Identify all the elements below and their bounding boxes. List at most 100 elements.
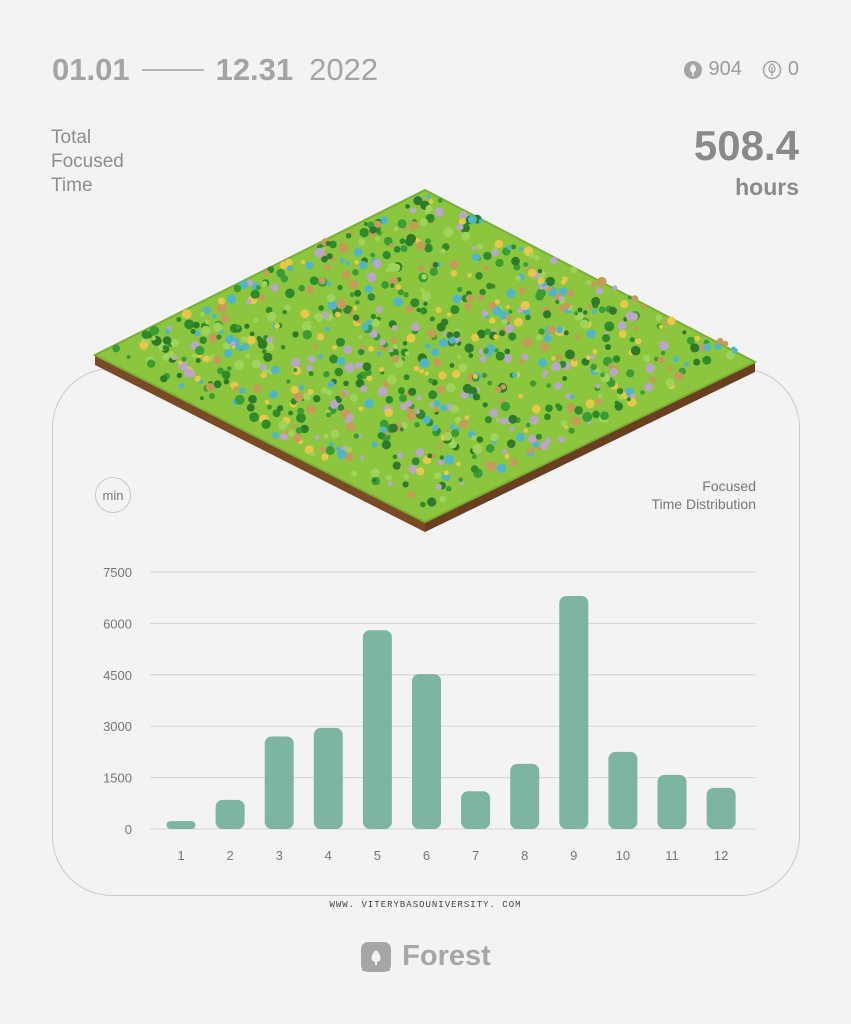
bar-month-10[interactable] xyxy=(608,751,638,829)
forest-tree-dot xyxy=(525,314,531,321)
forest-tree-dot xyxy=(399,394,407,403)
forest-tree-dot xyxy=(562,376,568,381)
forest-tree-dot xyxy=(317,354,323,360)
forest-tree-dot xyxy=(572,416,581,426)
forest-tree-dot xyxy=(292,367,298,373)
forest-tree-dot xyxy=(400,245,408,253)
date-range[interactable]: 01.01 12.31 2022 xyxy=(52,52,378,88)
y-tick-label: 1500 xyxy=(103,771,132,786)
forest-tree-dot xyxy=(420,307,428,315)
bar-month-11[interactable] xyxy=(657,774,687,829)
forest-tree-dot xyxy=(375,306,383,314)
forest-tree-dot xyxy=(608,306,617,315)
forest-tree-dot xyxy=(202,355,210,363)
x-tick-label: 3 xyxy=(276,848,283,863)
forest-tree-dot xyxy=(600,372,605,378)
bar-month-2[interactable] xyxy=(215,799,245,829)
forest-tree-dot xyxy=(481,309,489,317)
bar-month-9[interactable] xyxy=(559,595,589,829)
forest-tree-dot xyxy=(483,251,492,261)
forest-tree-dot xyxy=(457,354,462,359)
forest-tree-dot xyxy=(540,442,549,450)
forest-tree-dot xyxy=(282,309,288,315)
forest-tree-dot xyxy=(377,432,385,440)
forest-tree-dot xyxy=(585,355,591,360)
forest-tree-dot xyxy=(266,404,272,410)
forest-tree-dot xyxy=(587,304,593,309)
bar-month-7[interactable] xyxy=(461,791,491,829)
forest-tree-dot xyxy=(409,221,419,230)
bar-month-5[interactable] xyxy=(362,630,392,829)
forest-tree-dot xyxy=(325,241,331,246)
forest-tree-dot xyxy=(217,367,224,375)
forest-tree-dot xyxy=(235,324,241,330)
forest-tree-dot xyxy=(450,270,458,277)
bar-month-6[interactable] xyxy=(412,674,441,829)
forest-tree-dot xyxy=(617,321,627,331)
bar-month-1[interactable] xyxy=(166,821,196,829)
forest-tree-dot xyxy=(630,393,636,399)
forest-tree-dot xyxy=(402,341,408,346)
forest-tree-dot xyxy=(326,281,332,286)
forest-tree-dot xyxy=(317,333,325,341)
forest-tree-dot xyxy=(476,243,483,250)
forest-tree-dot xyxy=(393,246,401,253)
forest-tree-dot xyxy=(223,342,231,350)
unit-badge: min xyxy=(95,477,131,513)
bar-month-8[interactable] xyxy=(510,763,540,829)
forest-tree-dot xyxy=(252,383,262,393)
forest-tree-dot xyxy=(674,371,684,381)
forest-tree-dot xyxy=(337,284,343,291)
forest-tree-dot xyxy=(266,336,273,343)
forest-tree-dot xyxy=(182,309,192,319)
forest-tree-dot xyxy=(626,397,632,402)
forest-tree-dot xyxy=(162,336,172,345)
forest-tree-dot xyxy=(529,380,537,387)
forest-tree-dot xyxy=(334,367,344,377)
forest-tree-dot xyxy=(570,359,578,367)
forest-tree-dot xyxy=(579,319,589,329)
forest-tree-dot xyxy=(630,312,639,321)
forest-tree-dot xyxy=(393,296,403,307)
forest-tree-dot xyxy=(247,279,254,286)
year: 2022 xyxy=(309,52,379,87)
tree-counters: 904 0 xyxy=(663,58,799,81)
forest-tree-dot xyxy=(314,247,325,258)
bar-month-4[interactable] xyxy=(313,727,343,829)
forest-tree-dot xyxy=(421,273,428,280)
forest-tree-dot xyxy=(211,313,217,319)
forest-tree-dot xyxy=(224,349,233,358)
forest-tree-dot xyxy=(354,289,362,297)
forest-tree-dot xyxy=(468,353,474,358)
forest-tree-dot xyxy=(558,304,566,312)
forest-tree-dot xyxy=(489,317,496,324)
forest-tree-dot xyxy=(404,351,410,357)
forest-tree-dot xyxy=(205,320,210,325)
forest-tree-dot xyxy=(504,348,511,355)
forest-tree-dot xyxy=(531,404,541,414)
forest-tree-dot xyxy=(126,355,131,359)
forest-tree-dot xyxy=(246,403,255,412)
forest-tree-dot xyxy=(162,345,168,351)
forest-tree-dot xyxy=(568,427,575,434)
forest-tree-dot xyxy=(655,314,663,321)
forest-tree-dot xyxy=(360,385,368,393)
bar-month-3[interactable] xyxy=(264,736,294,829)
forest-tree-dot xyxy=(503,354,512,363)
forest-tree-dot xyxy=(227,366,232,371)
forest-tree-dot xyxy=(261,281,268,287)
bar-month-12[interactable] xyxy=(706,787,736,829)
forest-tree-dot xyxy=(458,218,466,225)
forest-tree-dot xyxy=(405,400,413,407)
forest-tree-dot xyxy=(205,383,215,392)
forest-tree-dot xyxy=(431,452,437,458)
forest-tree-dot xyxy=(390,337,398,345)
forest-tree-dot xyxy=(261,419,271,429)
forest-tree-dot xyxy=(450,424,456,430)
forest-tree-dot xyxy=(658,324,663,329)
forest-tree-dot xyxy=(387,374,397,385)
forest-tree-dot xyxy=(149,325,160,336)
forest-tree-dot xyxy=(470,465,479,473)
forest-tree-dot xyxy=(684,361,689,367)
forest-tree-dot xyxy=(472,444,483,454)
